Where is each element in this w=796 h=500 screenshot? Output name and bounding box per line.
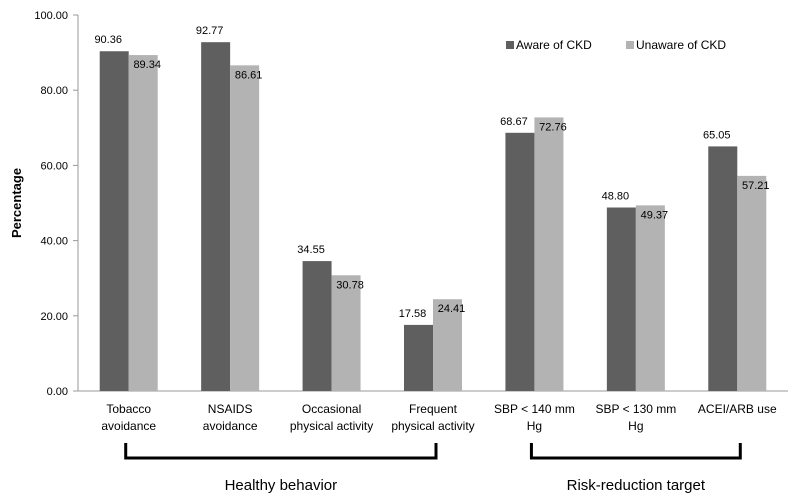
x-tick-label: Hg — [628, 419, 643, 433]
x-tick-label: SBP < 130 mm — [595, 402, 676, 416]
bar-unaware-4 — [534, 117, 564, 392]
x-tick-label: SBP < 140 mm — [494, 402, 575, 416]
data-label-unaware-5: 49.37 — [641, 209, 669, 221]
legend-label-aware: Aware of CKD — [516, 38, 592, 52]
bar-aware-3 — [404, 324, 433, 391]
x-tick-label: physical activity — [391, 419, 474, 433]
legend-swatch-unaware — [626, 41, 634, 49]
x-tick-label: Hg — [527, 419, 542, 433]
data-label-aware-5: 48.80 — [602, 191, 630, 203]
bar-unaware-2 — [331, 275, 361, 391]
data-label-aware-4: 68.67 — [500, 116, 528, 128]
group-bracket-0 — [124, 443, 438, 460]
legend-swatch-aware — [506, 41, 514, 49]
x-tick-label: Frequent — [409, 402, 458, 416]
data-label-unaware-0: 89.34 — [133, 59, 161, 71]
data-label-unaware-4: 72.76 — [539, 121, 567, 133]
y-tick-label: 40.00 — [40, 236, 68, 248]
x-tick-label: avoidance — [203, 419, 258, 433]
bar-unaware-0 — [128, 55, 158, 391]
bar-aware-4 — [505, 132, 535, 392]
bar-aware-0 — [99, 51, 129, 391]
legend-label-unaware: Unaware of CKD — [636, 38, 726, 52]
data-label-unaware-1: 86.61 — [235, 69, 263, 81]
bar-aware-5 — [606, 207, 636, 391]
bar-unaware-6 — [737, 175, 767, 391]
group-label-1: Risk-reduction target — [567, 477, 706, 494]
data-label-aware-6: 65.05 — [703, 129, 731, 141]
y-tick-label: 60.00 — [40, 160, 68, 172]
data-label-unaware-2: 30.78 — [336, 279, 364, 291]
x-tick-label: Occasional — [302, 402, 361, 416]
x-tick-label: avoidance — [101, 419, 156, 433]
x-tick-label: ACEI/ARB use — [698, 402, 777, 416]
data-label-aware-1: 92.77 — [196, 25, 224, 37]
x-tick-label: physical activity — [290, 419, 373, 433]
bar-unaware-5 — [635, 205, 665, 391]
y-tick-label: 100.00 — [34, 10, 68, 22]
data-label-unaware-3: 24.41 — [438, 303, 466, 315]
data-label-aware-3: 17.58 — [399, 308, 427, 320]
bar-unaware-1 — [230, 65, 260, 391]
group-label-0: Healthy behavior — [225, 477, 338, 494]
x-tick-label: Tobacco — [106, 402, 151, 416]
y-tick-label: 80.00 — [40, 85, 68, 97]
y-axis-label: Percentage — [9, 168, 24, 238]
bar-aware-1 — [201, 42, 231, 391]
bar-aware-2 — [302, 261, 332, 391]
y-tick-label: 0.00 — [47, 386, 68, 398]
data-label-aware-0: 90.36 — [94, 34, 122, 46]
bar-unaware-3 — [433, 299, 462, 391]
data-label-aware-2: 34.55 — [297, 244, 325, 256]
data-label-unaware-6: 57.21 — [742, 180, 770, 192]
group-bracket-1 — [529, 443, 742, 460]
y-tick-label: 20.00 — [40, 311, 68, 323]
bar-aware-6 — [708, 146, 738, 391]
x-tick-label: NSAIDS — [208, 402, 253, 416]
